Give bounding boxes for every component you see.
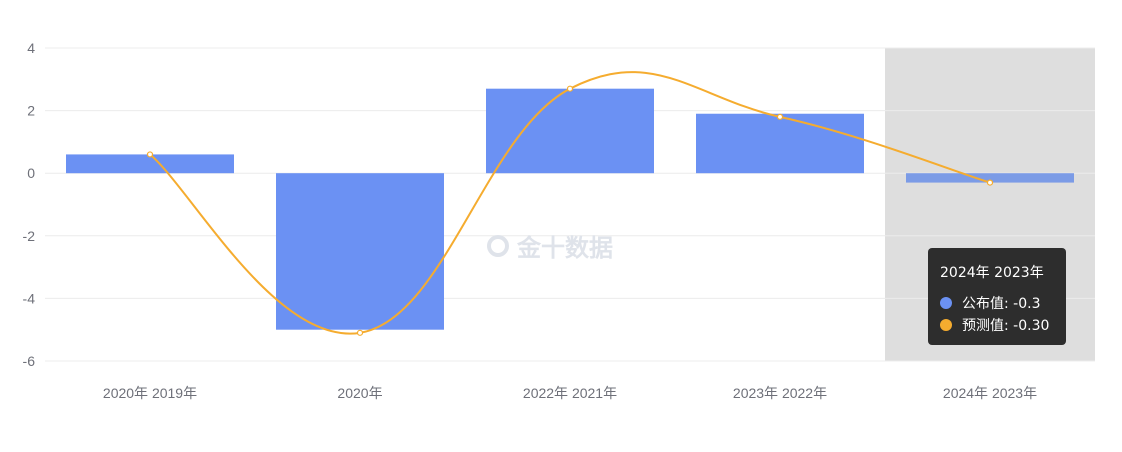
- forecast-line: [149, 71, 991, 335]
- logo-icon: [487, 234, 509, 257]
- y-tick-label: 4: [27, 40, 35, 56]
- tooltip-label: 预测值: -0.30: [962, 318, 1050, 334]
- line-point: [986, 179, 994, 186]
- x-tick-label: 2022年 2021年: [523, 385, 617, 401]
- y-tick-label: 0: [27, 165, 35, 181]
- tooltip-label: 公布值: -0.3: [962, 296, 1041, 312]
- bar: [696, 113, 864, 174]
- bar: [66, 154, 234, 174]
- watermark-text: 金十数据: [517, 234, 613, 262]
- tooltip-row-published: 公布值: -0.3: [940, 292, 1054, 314]
- y-tick-label: -4: [23, 290, 36, 306]
- y-tick-label: 2: [27, 103, 35, 119]
- x-tick-label: 2024年 2023年: [943, 385, 1037, 401]
- bar: [906, 173, 1074, 183]
- line-point: [566, 85, 574, 92]
- legend-dot-icon: [940, 319, 952, 331]
- bar: [486, 88, 654, 174]
- tooltip-title: 2024年 2023年: [940, 265, 1044, 281]
- bar: [276, 173, 444, 330]
- y-tick-label: -2: [23, 228, 36, 244]
- line-point: [356, 329, 364, 336]
- tooltip: 2024年 2023年 公布值: -0.3 预测值: -0.30: [928, 248, 1066, 345]
- y-tick-label: -6: [23, 353, 36, 369]
- line-point: [776, 113, 784, 120]
- line-point: [146, 151, 154, 158]
- x-tick-label: 2020年 2019年: [103, 385, 197, 401]
- x-tick-label: 2020年: [337, 385, 382, 401]
- watermark-logo: 金十数据: [487, 228, 613, 263]
- x-tick-label: 2023年 2022年: [733, 385, 827, 401]
- legend-dot-icon: [940, 297, 952, 309]
- tooltip-row-forecast: 预测值: -0.30: [940, 314, 1054, 336]
